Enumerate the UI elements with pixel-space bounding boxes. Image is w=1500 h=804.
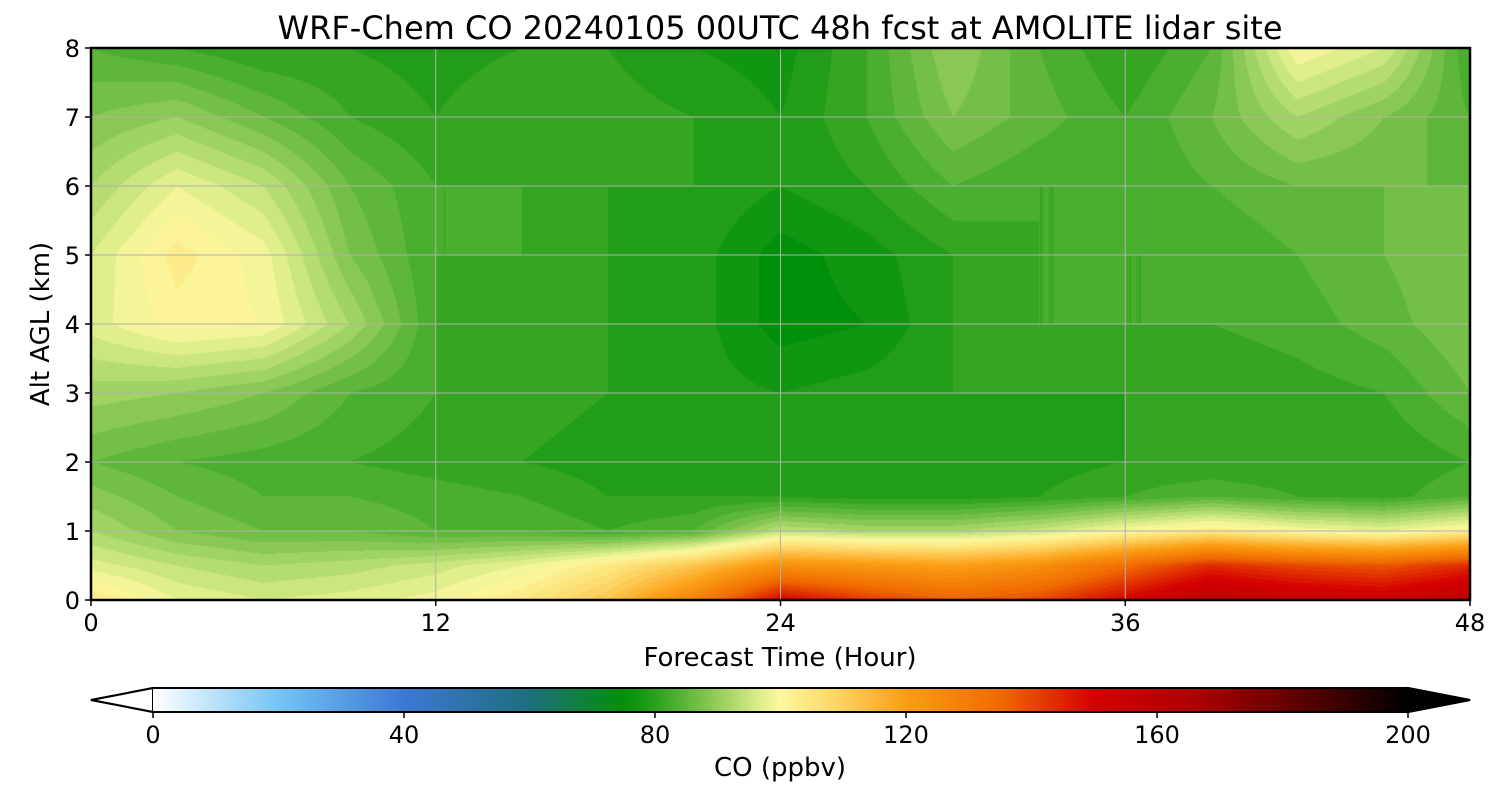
- x-tick-label: 12: [420, 609, 451, 637]
- y-tick-label: 7: [65, 104, 80, 132]
- x-axis-label: Forecast Time (Hour): [643, 643, 916, 673]
- y-axis-label: Alt AGL (km): [26, 242, 56, 406]
- x-axis-ticks: 0 12 24 36 48: [83, 600, 1485, 637]
- x-tick-label: 24: [765, 609, 796, 637]
- colorbar-tick-label: 200: [1385, 721, 1431, 749]
- colorbar: 0 40 80 120 160 200: [90, 686, 1471, 749]
- colorbar-tick-label: 80: [640, 721, 671, 749]
- y-tick-label: 4: [65, 311, 80, 339]
- x-tick-label: 48: [1455, 609, 1486, 637]
- y-tick-label: 1: [65, 518, 80, 546]
- y-tick-label: 8: [65, 35, 80, 63]
- colorbar-tick-label: 160: [1134, 721, 1180, 749]
- colorbar-tick-label: 40: [389, 721, 420, 749]
- colorbar-tick-label: 120: [883, 721, 929, 749]
- y-tick-label: 6: [65, 173, 80, 201]
- colorbar-extend-high: [1407, 686, 1471, 714]
- y-tick-label: 3: [65, 380, 80, 408]
- y-tick-label: 0: [65, 587, 80, 615]
- y-tick-label: 2: [65, 449, 80, 477]
- colorbar-body: [153, 688, 1408, 712]
- colorbar-tick-label: 0: [145, 721, 160, 749]
- x-tick-label: 36: [1110, 609, 1141, 637]
- chart-title: WRF-Chem CO 20240105 00UTC 48h fcst at A…: [277, 9, 1282, 47]
- x-tick-label: 0: [83, 609, 98, 637]
- colorbar-ticks: 0 40 80 120 160 200: [145, 712, 1431, 749]
- y-axis-ticks: 0 1 2 3 4 5 6 7 8: [65, 35, 91, 615]
- colorbar-label: CO (ppbv): [714, 753, 846, 783]
- colorbar-extend-low: [90, 686, 154, 714]
- y-tick-label: 5: [65, 242, 80, 270]
